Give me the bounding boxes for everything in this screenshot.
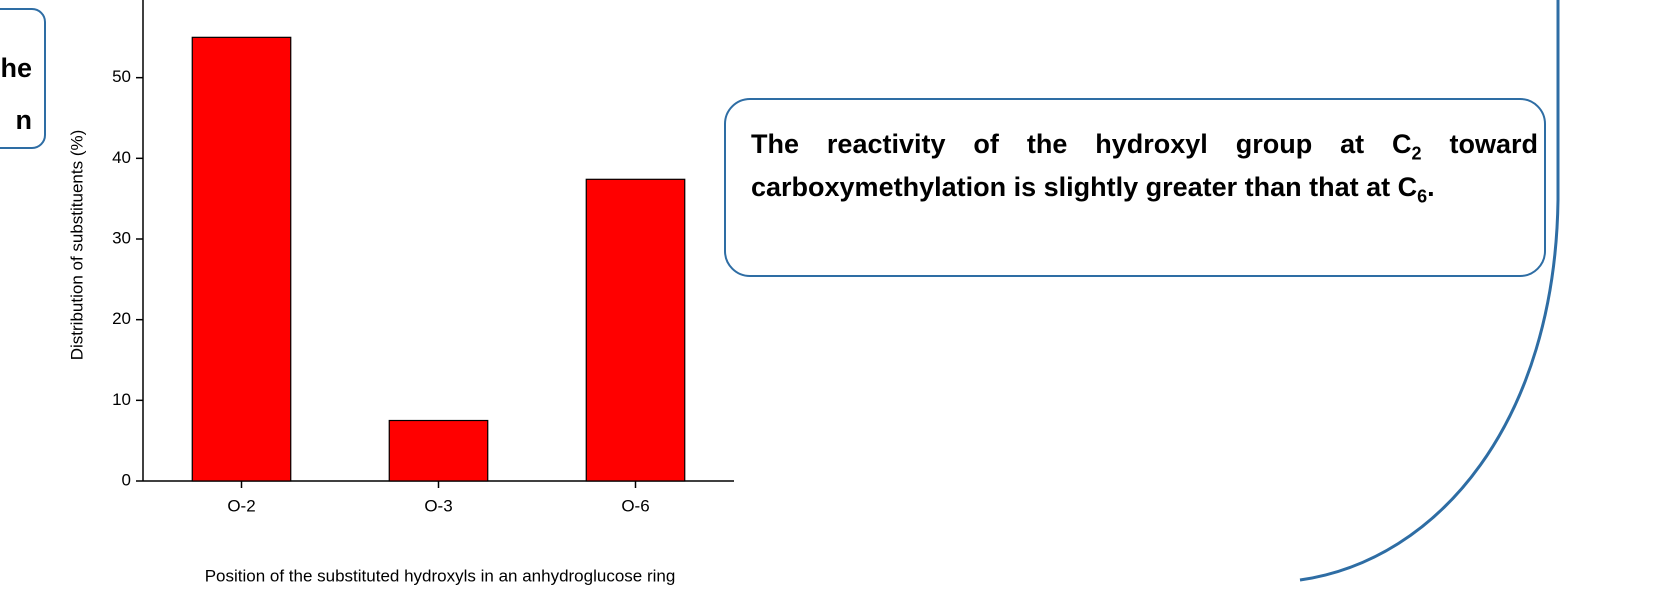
y-tick-label: 10	[112, 390, 131, 409]
callout-line: n	[15, 105, 33, 135]
bar	[585, 178, 686, 482]
y-tick-label: 0	[122, 470, 131, 489]
x-tick-label: O-2	[227, 496, 255, 515]
x-tick-label: O-6	[621, 496, 649, 515]
bar	[388, 419, 489, 482]
callout-line: he	[0, 53, 32, 83]
note-callout: The reactivity of the hydroxyl group at …	[724, 98, 1546, 277]
bar	[191, 36, 292, 482]
left-callout: he n	[0, 8, 46, 149]
note-text: .	[1427, 172, 1435, 203]
note-text: The reactivity of the hydroxyl group at …	[751, 129, 1412, 159]
x-axis-label: Position of the substituted hydroxyls in…	[205, 566, 676, 585]
note-subscript: 2	[1411, 143, 1422, 164]
y-tick-label: 50	[112, 67, 131, 86]
y-tick-label: 30	[112, 228, 131, 247]
note-text: toward carboxymethylation is slightly gr…	[751, 129, 1538, 203]
y-axis-label: Distribution of substituents (%)	[67, 130, 86, 361]
y-tick-label: 20	[112, 309, 131, 328]
note-subscript: 6	[1417, 186, 1428, 207]
y-tick-label: 40	[112, 148, 131, 167]
x-tick-label: O-3	[424, 496, 452, 515]
decorative-curve	[1299, 0, 1560, 582]
